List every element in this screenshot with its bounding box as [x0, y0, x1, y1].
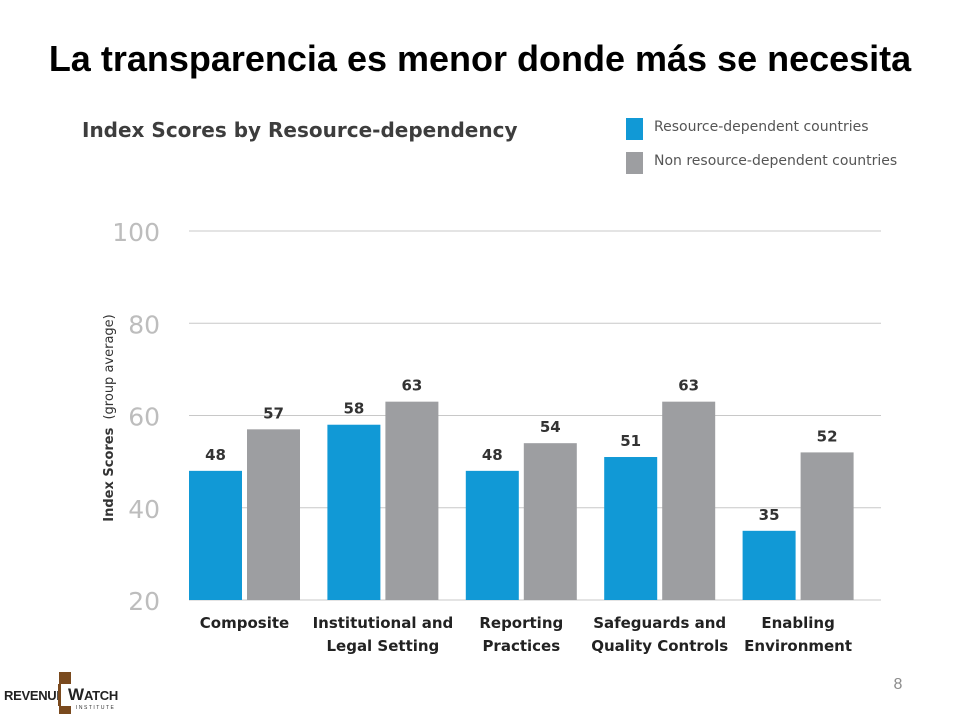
y-axis-label-rest: (group average) [102, 314, 117, 419]
data-labels: 48 57 58 63 48 54 51 63 35 52 [205, 377, 837, 524]
bar-data-label: 58 [343, 400, 364, 418]
y-tick-labels: 20 40 60 80 100 [112, 218, 160, 616]
bar-resource-dependent [327, 424, 381, 600]
y-tick-label: 80 [128, 310, 160, 339]
y-tick-label: 100 [112, 218, 160, 247]
y-tick-label: 20 [128, 587, 160, 616]
category-label: Environment [744, 637, 852, 655]
category-label: Composite [200, 614, 289, 632]
category-labels: Composite Institutional and Legal Setting R… [200, 614, 852, 655]
legend-label-resource-dependent: Resource-dependent countries [654, 119, 869, 135]
bars [189, 401, 854, 600]
bar-resource-dependent [465, 470, 519, 600]
bar-data-label: 57 [263, 404, 284, 422]
page-number: 8 [893, 676, 903, 693]
bar-data-label: 63 [678, 377, 699, 395]
bar-data-label: 48 [482, 446, 503, 464]
chart-title: Index Scores by Resource-dependency [82, 118, 518, 142]
bar-non-resource-dependent [800, 452, 854, 600]
bar-data-label: 48 [205, 446, 226, 464]
y-tick-label: 40 [128, 495, 160, 524]
category-label: Practices [482, 637, 560, 655]
logo-text-left: REVENUE [4, 688, 65, 703]
bar-data-label: 52 [817, 427, 838, 445]
y-axis-label-bold: Index Scores [102, 427, 117, 521]
category-label: Safeguards and [593, 614, 726, 632]
logo-text-right: ATCH [84, 688, 118, 703]
bar-non-resource-dependent [247, 429, 300, 600]
bar-data-label: 54 [540, 418, 561, 436]
bar-resource-dependent [742, 530, 796, 600]
category-label: Enabling [761, 614, 834, 632]
legend-swatch-non-resource-dependent [626, 152, 643, 174]
legend-label-non-resource-dependent: Non resource-dependent countries [654, 153, 898, 169]
y-tick-label: 60 [128, 403, 160, 432]
logo-mark-letter: W [58, 684, 91, 706]
revenue-watch-logo: REVENUE W ATCH INSTITUTE [4, 672, 130, 716]
bar-non-resource-dependent [662, 401, 716, 600]
category-label: Quality Controls [591, 637, 728, 655]
bar-data-label: 35 [759, 506, 780, 524]
slide-title: La transparencia es menor donde más se n… [48, 38, 912, 79]
category-label: Institutional and [313, 614, 454, 632]
logo-subtitle: INSTITUTE [76, 705, 116, 711]
bar-data-label: 51 [620, 432, 641, 450]
y-axis-label: Index Scores (group average) [102, 314, 117, 522]
category-label: Legal Setting [326, 637, 439, 655]
bar-resource-dependent [189, 470, 242, 600]
category-label: Reporting [479, 614, 563, 632]
bar-non-resource-dependent [385, 401, 439, 600]
legend-swatch-resource-dependent [626, 118, 643, 140]
bar-data-label: 63 [401, 377, 422, 395]
bar-non-resource-dependent [523, 443, 577, 600]
bar-resource-dependent [604, 457, 658, 600]
